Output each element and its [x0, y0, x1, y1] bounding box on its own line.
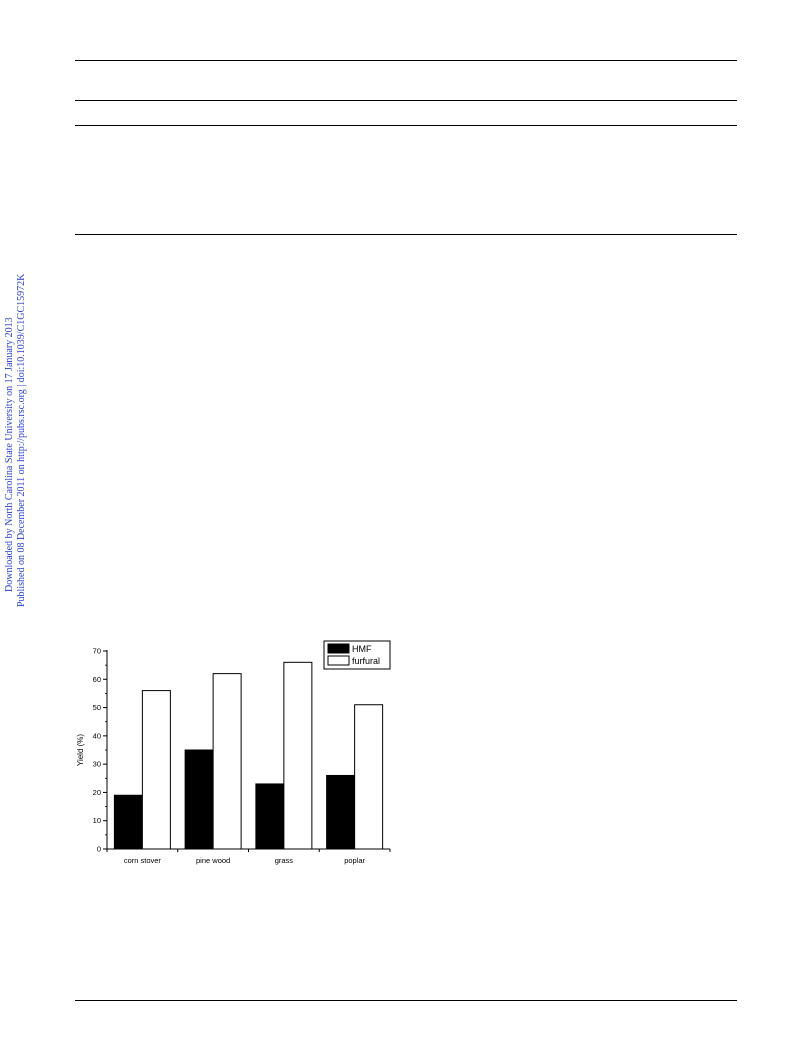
bar-hmf-grass	[255, 783, 285, 850]
x-tick-label: grass	[275, 856, 294, 865]
doi-notice[interactable]: Published on 08 December 2011 on http://…	[16, 273, 27, 607]
header-rule-4	[75, 234, 737, 235]
y-tick-label: 70	[93, 647, 101, 656]
y-tick-label: 20	[93, 788, 101, 797]
legend-swatch-hmf	[327, 643, 350, 654]
y-tick-label: 10	[93, 816, 101, 825]
legend-label-furfural: furfural	[352, 656, 380, 666]
bar-furfural-corn-stover	[141, 690, 171, 850]
bar-furfural-grass	[283, 661, 313, 850]
y-axis-label: Yield (%)	[76, 734, 85, 766]
yield-bar-chart: corn stover pine wood grass poplar 0 10 20 30 40…	[76, 640, 391, 865]
y-tick-label: 40	[93, 731, 101, 740]
y-tick-label: 0	[97, 845, 101, 854]
bar-hmf-pine-wood	[184, 749, 214, 850]
y-tick-label: 30	[93, 760, 101, 769]
bar-furfural-poplar	[354, 704, 384, 850]
y-tick-label: 50	[93, 703, 101, 712]
header-rule-3	[75, 125, 737, 126]
y-tick-label: 60	[93, 675, 101, 684]
legend-swatch-furfural	[327, 655, 350, 666]
header-rule-2	[75, 100, 737, 101]
x-tick-label: corn stover	[124, 856, 162, 865]
legend-label-hmf: HMF	[352, 644, 372, 654]
x-tick-label: pine wood	[196, 856, 230, 865]
footer-rule	[75, 1000, 737, 1001]
header-rule-top	[75, 60, 737, 61]
bar-hmf-poplar	[326, 774, 356, 850]
x-tick-label: poplar	[344, 856, 365, 865]
download-sidebar: Downloaded by North Carolina State Unive…	[0, 250, 28, 610]
bar-furfural-pine-wood	[212, 673, 242, 850]
bar-hmf-corn-stover	[113, 794, 143, 850]
download-notice: Downloaded by North Carolina State Unive…	[4, 317, 15, 592]
